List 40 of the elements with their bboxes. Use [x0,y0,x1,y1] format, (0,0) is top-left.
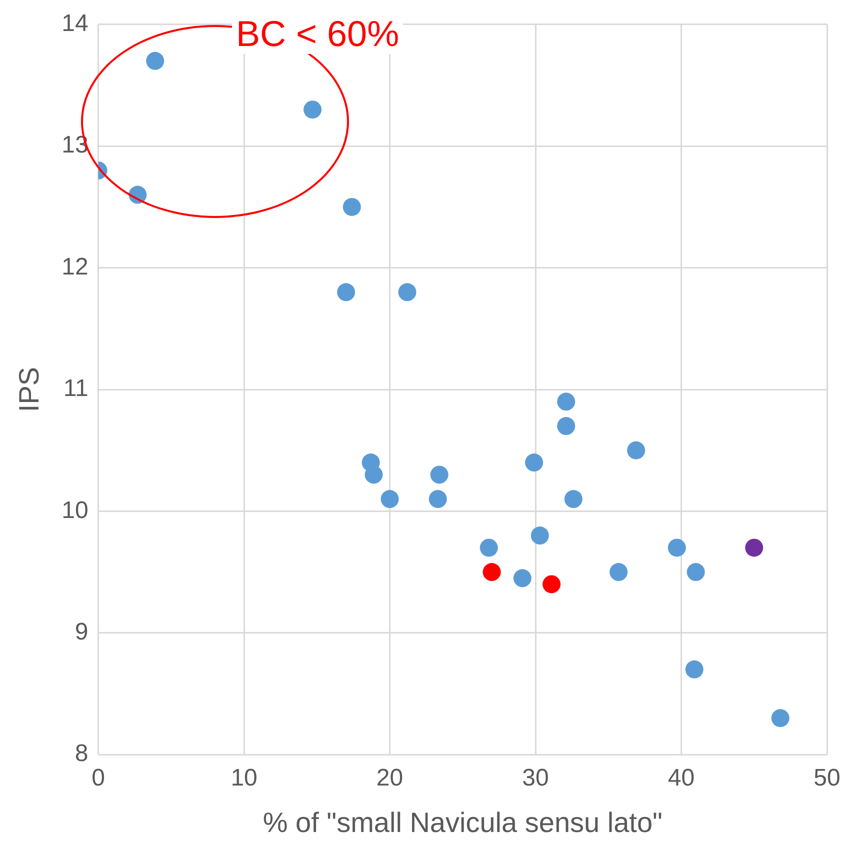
y-tick-label: 14 [62,10,88,38]
point [380,490,399,508]
point [430,466,448,484]
point [542,575,561,594]
point [482,563,501,582]
point [398,283,416,302]
point [610,563,628,582]
point [771,709,790,728]
x-tick-label: 10 [230,764,258,792]
point [342,198,361,216]
point [557,392,576,411]
x-tick-label: 40 [668,764,695,792]
point [685,660,704,678]
y-axis-title: IPS [14,366,45,412]
x-axis-title: % of "small Navicula sensu lato" [262,806,662,838]
point [480,538,498,557]
y-tick-label: 8 [74,740,88,768]
x-tick-label: 50 [814,764,840,792]
point [364,466,383,484]
point [337,283,356,302]
point [525,454,544,472]
y-tick-label: 11 [63,375,88,402]
point [304,100,322,119]
annotation: BC < 60% [232,13,404,54]
y-tick-label: 12 [62,253,88,280]
point [668,538,686,557]
x-tick-label: 30 [522,764,549,792]
point [557,417,576,436]
point [146,52,164,70]
point [428,490,447,508]
point [513,569,532,588]
y-tick-label: 9 [74,618,88,646]
y-tick-label: 10 [62,496,88,524]
point [745,538,764,557]
x-tick-label: 20 [376,764,404,792]
point [564,490,582,508]
x-tick-label: 0 [92,764,105,792]
point [530,526,549,545]
point [627,441,646,460]
point [686,563,705,582]
